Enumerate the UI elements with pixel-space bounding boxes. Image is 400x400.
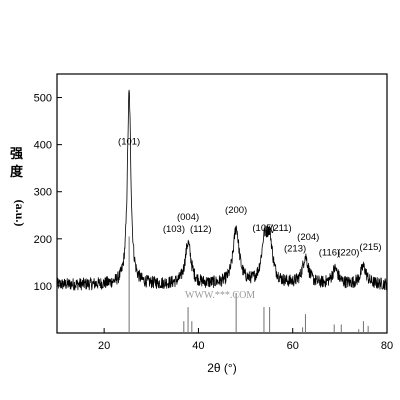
plot-frame — [56, 73, 388, 334]
y-tick-label: 200 — [34, 234, 52, 246]
x-tick-label: 40 — [192, 340, 204, 352]
reference-sticks — [128, 236, 369, 333]
peak-label: (105) — [252, 223, 274, 234]
x-tick-label: 60 — [287, 340, 299, 352]
peak-label: (004) — [177, 212, 199, 223]
y-axis-label-char: 强 — [10, 147, 23, 162]
peak-label: (112) — [190, 224, 211, 235]
x-tick-label: 80 — [381, 340, 393, 352]
axis-ticks: 100 200 300 400 500 20 40 60 80 — [34, 93, 393, 352]
peak-label: (116) — [319, 247, 340, 258]
peak-label: (103) — [163, 224, 185, 235]
peak-label: (200) — [225, 205, 247, 216]
y-tick-label: 500 — [34, 93, 52, 105]
y-axis-label-unit: (a.u.) — [13, 200, 27, 227]
x-axis-label: 2θ (°) — [207, 361, 236, 375]
y-axis-label-char: 度 — [10, 164, 24, 180]
peak-labels: (101) (004)(103) (112) (200) (105)(211) (204)… — [118, 137, 382, 259]
y-tick-label: 400 — [34, 140, 52, 152]
peak-label: (215) — [359, 242, 381, 253]
peak-label: (101) — [118, 137, 140, 148]
watermark: WWW.***.COM — [185, 290, 255, 301]
peak-label: (211) — [270, 223, 291, 234]
xrd-pattern-line — [56, 89, 388, 291]
peak-label: (204) — [297, 232, 319, 243]
x-tick-label: 20 — [98, 340, 110, 352]
peak-label: (220) — [337, 247, 359, 258]
y-axis-label-cjk: 强度 — [10, 147, 24, 180]
y-axis-label: 强度 (a.u.) — [10, 147, 27, 226]
y-tick-label: 300 — [34, 187, 52, 199]
y-tick-label: 100 — [34, 281, 52, 293]
peak-label: (213) — [284, 244, 306, 255]
